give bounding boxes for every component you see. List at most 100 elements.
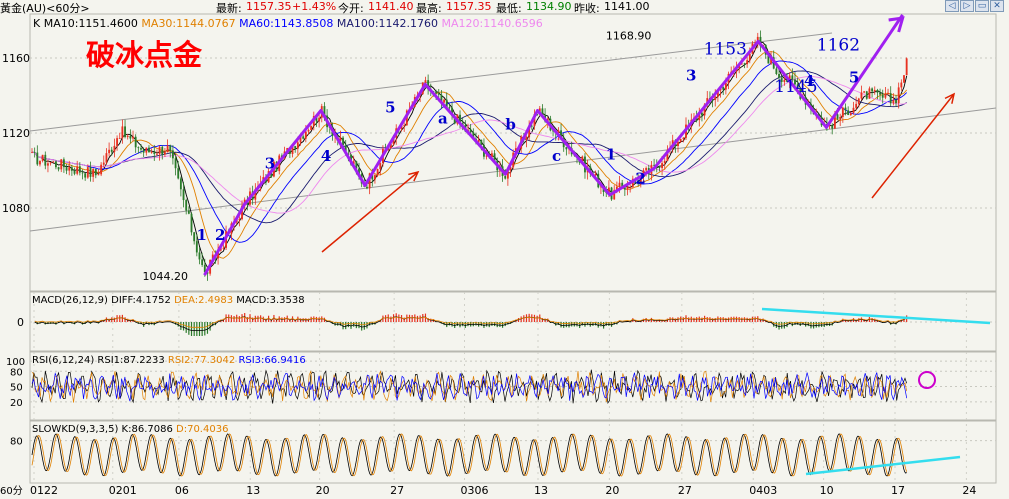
candle-body <box>129 135 132 139</box>
candle-body <box>445 99 448 108</box>
candle-body <box>342 137 344 146</box>
candle-body <box>124 126 126 138</box>
candle-body <box>695 117 698 121</box>
macd-legend: MACD(26,12,9) DIFF:4.1752 DEA:2.4983 MAC… <box>32 295 305 306</box>
candle-body <box>358 168 360 175</box>
wave-annotation: c <box>552 147 561 165</box>
candle-body <box>615 186 618 190</box>
candle-body <box>560 130 562 138</box>
candle-body <box>448 107 451 109</box>
candle-body <box>211 254 214 260</box>
candle-body <box>873 89 876 92</box>
low-value: 1134.90 <box>526 0 572 13</box>
rsi-y-tick: 80 <box>10 367 23 378</box>
candle-body <box>132 136 134 139</box>
candle-body <box>163 152 166 155</box>
scroll-right-icon[interactable]: ▷ <box>960 0 974 12</box>
macd-series <box>30 307 996 336</box>
candle-body <box>679 138 682 142</box>
wave-annotation: 5 <box>849 68 859 86</box>
rsi-legend: RSI(6,12,24) RSI1:87.2233 RSI2:77.3042 R… <box>32 355 306 366</box>
candle-body <box>525 137 528 140</box>
candle-body <box>161 146 164 155</box>
macd-zero-label: 0 <box>17 316 24 329</box>
candle-body <box>437 93 440 95</box>
x-tick-label: 06 <box>175 484 189 497</box>
candle-body <box>76 166 79 174</box>
macd-legend-entry: MACD:3.3538 <box>236 295 304 306</box>
candle-body <box>557 130 560 134</box>
candle-body <box>89 167 92 177</box>
candle-body <box>621 182 624 188</box>
candle-body <box>629 186 632 188</box>
candle-body <box>711 99 714 101</box>
candle-body <box>389 144 392 148</box>
maximize-icon[interactable]: ▭ <box>975 0 989 12</box>
arrow-up-right <box>871 93 955 199</box>
candle-body <box>68 167 71 171</box>
candle-body <box>530 125 533 127</box>
candle-body <box>156 153 158 155</box>
candle-body <box>849 112 852 115</box>
x-tick-label: 20 <box>316 484 330 497</box>
candle-body <box>905 58 908 76</box>
wave-annotation: 5 <box>385 98 395 116</box>
candle-body <box>54 161 57 168</box>
candle-body <box>778 73 780 78</box>
candle-body <box>879 92 881 95</box>
macd-dea-line <box>34 316 907 328</box>
latest-label: 最新: <box>216 2 242 15</box>
ma-legend-entry: MA10:1151.4600 <box>44 17 142 30</box>
candle-body <box>881 94 884 98</box>
candle-body <box>318 117 321 122</box>
candle-body <box>108 149 111 154</box>
macd-diff-line <box>34 316 907 331</box>
kd-series <box>31 433 961 477</box>
rsi-legend-entry: RSI2:77.3042 <box>168 355 239 366</box>
candle-body <box>102 162 105 165</box>
scroll-left-icon[interactable]: ◁ <box>945 0 959 12</box>
candle-body <box>461 123 464 125</box>
candle-body <box>374 175 376 180</box>
candle-body <box>841 107 844 117</box>
y-tick-label: 1080 <box>2 202 30 215</box>
candle-body <box>92 169 95 177</box>
candle-body <box>658 166 661 168</box>
close-icon[interactable]: ✕ <box>990 0 1004 12</box>
candle-body <box>182 189 185 201</box>
candle-body <box>238 219 241 220</box>
candle-body <box>783 79 786 82</box>
candle-body <box>836 114 839 119</box>
grid-lines <box>30 57 996 483</box>
candle-body <box>831 125 834 129</box>
rsi-y-tick: 50 <box>10 383 23 394</box>
candle-body <box>663 160 666 164</box>
candle-body <box>613 189 616 200</box>
candle-body <box>724 82 727 90</box>
candle-body <box>78 166 81 173</box>
candle-body <box>740 63 743 65</box>
candle-body <box>153 152 156 154</box>
x-tick-label: 24 <box>962 484 976 497</box>
candle-body <box>743 63 746 65</box>
rsi-line <box>31 372 908 402</box>
wave-annotation: 4 <box>321 147 331 165</box>
candle-body <box>310 125 313 130</box>
candle-body <box>748 53 751 61</box>
kd-y-tick: 80 <box>10 437 23 448</box>
wave-path <box>203 14 904 276</box>
y-tick-label: 1120 <box>2 127 30 140</box>
macd-divergence-line <box>761 307 991 325</box>
candle-body <box>876 89 879 93</box>
candle-body <box>203 264 206 273</box>
candle-body <box>504 176 507 179</box>
candle-body <box>304 131 307 139</box>
candle-body <box>796 84 799 89</box>
candle-body <box>472 132 475 139</box>
candle-body <box>581 156 584 163</box>
candle-body <box>31 152 33 154</box>
rsi-y-tick: 100 <box>6 357 25 368</box>
candle-body <box>892 99 895 104</box>
candle-body <box>376 169 379 176</box>
